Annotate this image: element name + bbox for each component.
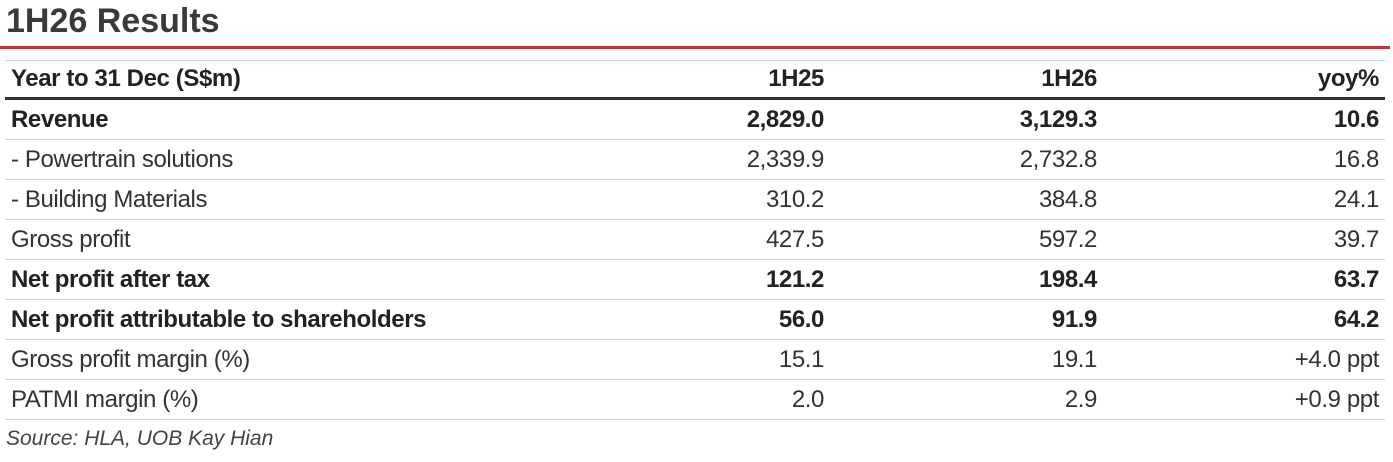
column-header: 1H26 <box>830 60 1103 100</box>
results-table: Year to 31 Dec (S$m) 1H25 1H26 yoy% Revenue… <box>5 60 1385 420</box>
title-rule <box>0 46 1390 49</box>
cell-value: +0.9 ppt <box>1103 379 1385 420</box>
cell-value: 427.5 <box>560 219 830 260</box>
row-label: - Powertrain solutions <box>5 139 560 180</box>
table-row: Net profit attributable to shareholders 5… <box>5 299 1385 340</box>
cell-value: 3,129.3 <box>830 98 1103 140</box>
cell-value: 56.0 <box>560 299 830 340</box>
title: 1H26 Results <box>6 2 220 40</box>
cell-value: 597.2 <box>830 219 1103 260</box>
cell-value: 2.0 <box>560 379 830 420</box>
column-header: yoy% <box>1103 60 1385 100</box>
row-label: PATMI margin (%) <box>5 379 560 420</box>
table-row: Gross profit 427.5 597.2 39.7 <box>5 219 1385 260</box>
cell-value: 91.9 <box>830 299 1103 340</box>
table-row: Revenue 2,829.0 3,129.3 10.6 <box>5 98 1385 140</box>
row-label: Gross profit margin (%) <box>5 339 560 380</box>
table-row: Gross profit margin (%) 15.1 19.1 +4.0 ppt <box>5 339 1385 380</box>
column-header: 1H25 <box>560 60 830 100</box>
cell-value: 39.7 <box>1103 219 1385 260</box>
table-body: Revenue 2,829.0 3,129.3 10.6- Powertrain so… <box>5 98 1385 420</box>
table-row: - Powertrain solutions 2,339.9 2,732.8 16.8 <box>5 139 1385 180</box>
row-label: Gross profit <box>5 219 560 260</box>
cell-value: 121.2 <box>560 259 830 300</box>
cell-value: 198.4 <box>830 259 1103 300</box>
row-label: Net profit after tax <box>5 259 560 300</box>
row-label: Revenue <box>5 98 560 140</box>
header-row: Year to 31 Dec (S$m) 1H25 1H26 yoy% <box>5 60 1385 100</box>
cell-value: 310.2 <box>560 179 830 220</box>
table-row: Net profit after tax 121.2 198.4 63.7 <box>5 259 1385 300</box>
row-label: - Building Materials <box>5 179 560 220</box>
cell-value: 10.6 <box>1103 98 1385 140</box>
table-row: - Building Materials 310.2 384.8 24.1 <box>5 179 1385 220</box>
source-note: Source: HLA, UOB Kay Hian <box>6 427 274 450</box>
column-header: Year to 31 Dec (S$m) <box>5 60 560 100</box>
cell-value: 2,339.9 <box>560 139 830 180</box>
cell-value: +4.0 ppt <box>1103 339 1385 380</box>
table-row: PATMI margin (%) 2.0 2.9 +0.9 ppt <box>5 379 1385 420</box>
cell-value: 15.1 <box>560 339 830 380</box>
cell-value: 63.7 <box>1103 259 1385 300</box>
cell-value: 2,732.8 <box>830 139 1103 180</box>
row-label: Net profit attributable to shareholders <box>5 299 560 340</box>
cell-value: 64.2 <box>1103 299 1385 340</box>
cell-value: 384.8 <box>830 179 1103 220</box>
cell-value: 2.9 <box>830 379 1103 420</box>
cell-value: 2,829.0 <box>560 98 830 140</box>
cell-value: 24.1 <box>1103 179 1385 220</box>
cell-value: 16.8 <box>1103 139 1385 180</box>
cell-value: 19.1 <box>830 339 1103 380</box>
